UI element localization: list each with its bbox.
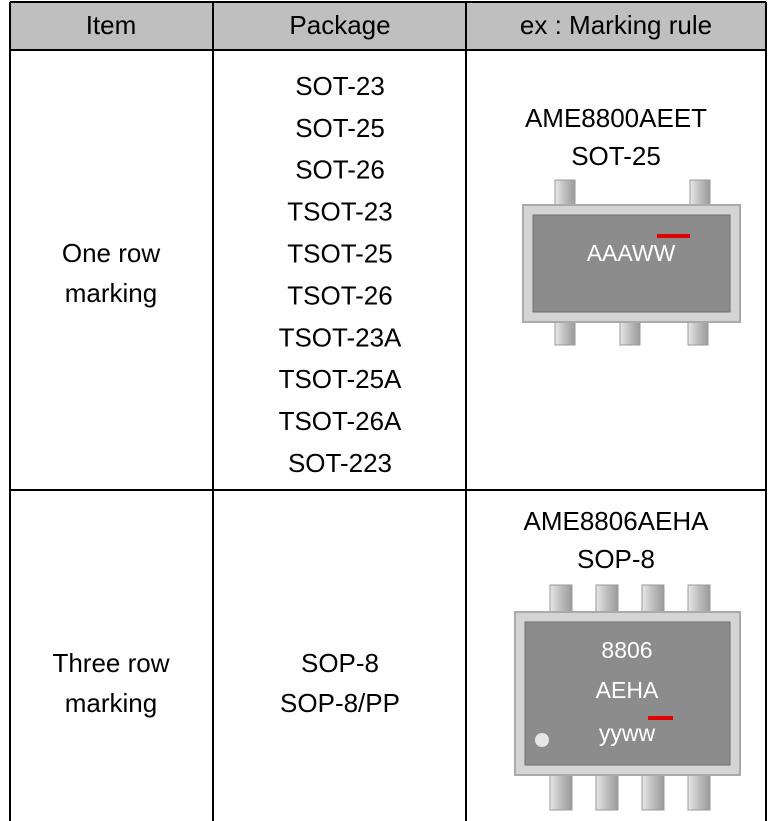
package-name: SOT-26	[295, 155, 385, 185]
package-label: SOT-25	[571, 141, 661, 171]
package-name: TSOT-25	[287, 238, 392, 268]
item-label: Three row	[52, 648, 169, 678]
item-label: marking	[65, 688, 157, 718]
package-name: SOP-8/PP	[280, 688, 400, 718]
sop8-chip	[514, 584, 741, 811]
item-label: One row	[62, 238, 160, 268]
package-name: SOT-25	[295, 113, 385, 143]
header-cell: ex : Marking rule	[520, 10, 712, 40]
package-name: TSOT-23A	[279, 322, 402, 352]
header-cell: Package	[289, 10, 390, 40]
package-name: TSOT-25A	[279, 364, 402, 394]
chip-marking: yyww	[599, 720, 656, 746]
chip-marking: 8806	[601, 637, 652, 663]
item-label: marking	[65, 278, 157, 308]
package-name: TSOT-26A	[279, 406, 402, 436]
package-name: SOP-8	[301, 648, 379, 678]
sot25-chip	[522, 179, 741, 346]
chip-marking: AAAWW	[587, 240, 676, 266]
package-name: SOT-223	[288, 448, 392, 478]
part-number: AME8806AEHA	[524, 506, 710, 536]
chip-marking: AEHA	[596, 677, 659, 703]
header-cell: Item	[86, 10, 137, 40]
part-number: AME8800AEET	[525, 103, 707, 133]
header-bg	[10, 2, 766, 50]
package-name: SOT-23	[295, 71, 385, 101]
package-label: SOP-8	[577, 544, 655, 574]
package-name: TSOT-23	[287, 197, 392, 227]
package-name: TSOT-26	[287, 280, 392, 310]
